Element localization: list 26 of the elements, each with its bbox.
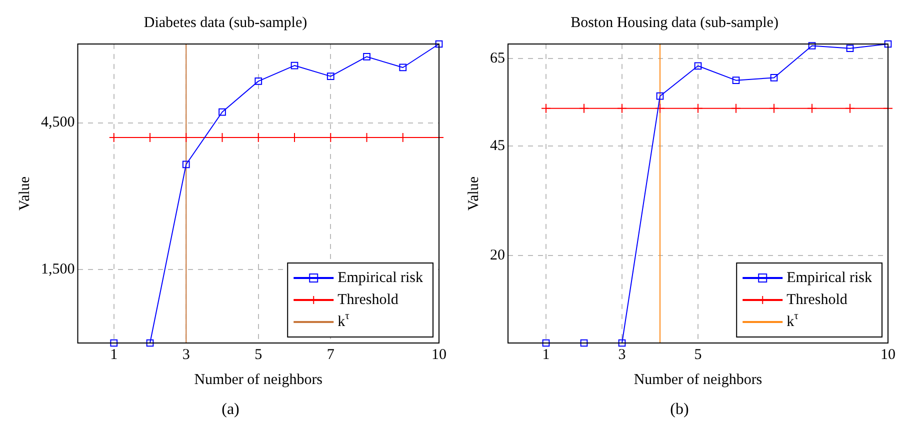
x-tick-label: 10 bbox=[432, 346, 446, 363]
legend-label: Empirical risk bbox=[338, 270, 424, 286]
x-axis-title: Number of neighbors bbox=[194, 372, 323, 388]
legend-label: Threshold bbox=[786, 292, 848, 308]
y-tick-label: 20 bbox=[490, 247, 505, 264]
x-tick-label: 5 bbox=[254, 346, 262, 363]
y-tick-label: 65 bbox=[490, 50, 505, 66]
x-tick-label: 1 bbox=[542, 346, 550, 363]
x-tick-label: 3 bbox=[618, 346, 626, 363]
chart-title: Diabetes data (sub-sample) bbox=[144, 14, 308, 31]
legend-label: Empirical risk bbox=[786, 270, 872, 286]
x-axis-title: Number of neighbors bbox=[634, 372, 762, 388]
y-tick-label: 45 bbox=[490, 138, 505, 154]
x-tick-label: 10 bbox=[880, 346, 896, 363]
text: (b) bbox=[669, 401, 690, 419]
text: (a) bbox=[220, 401, 240, 419]
chart-title: Boston Housing data (sub-sample) bbox=[570, 14, 778, 31]
y-tick-label: 1,500 bbox=[41, 262, 75, 278]
y-tick-label: 4,500 bbox=[41, 114, 75, 131]
y-axis-title: Value bbox=[16, 176, 33, 211]
y-axis-title: Value bbox=[466, 176, 482, 211]
x-tick-label: 7 bbox=[326, 346, 335, 363]
x-tick-label: 3 bbox=[182, 346, 190, 363]
x-tick-label: 5 bbox=[694, 346, 702, 363]
legend-label: Threshold bbox=[338, 292, 399, 308]
x-tick-label: 1 bbox=[110, 346, 118, 363]
